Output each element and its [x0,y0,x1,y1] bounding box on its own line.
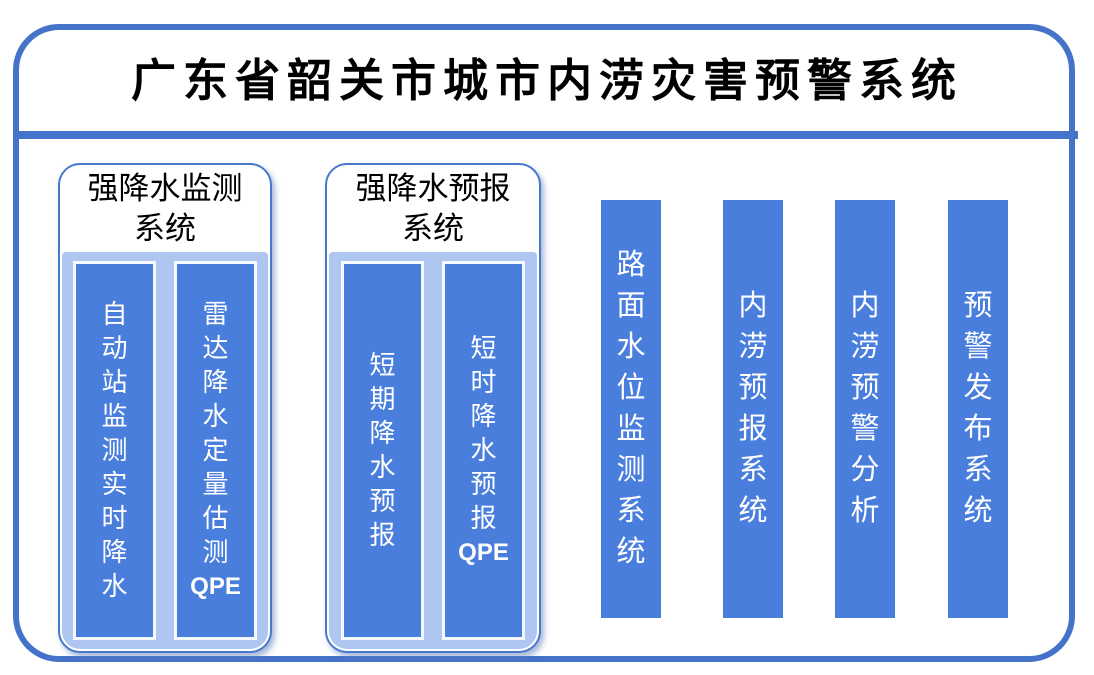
group-box-rainfall-forecast: 强降水预报 系统 短期降水预报 短时降水预报 QPE [325,163,541,653]
bar-label: 短时降水预报 [470,333,497,533]
group-body-rainfall-monitoring: 自动站监测实时降水 雷达降水定量估测 QPE [62,252,268,649]
bar-label-suffix: QPE [458,538,509,566]
bar-warning-release-system: 预警发布系统 [948,200,1008,618]
outer-frame [13,24,1075,662]
bar-label: 自动站监测实时降水 [101,299,128,601]
group-title-rainfall-monitoring: 强降水监测 系统 [60,169,270,249]
bar-label: 预警发布系统 [963,290,993,527]
bar-nowcast-rain-forecast-qpe: 短时降水预报 QPE [442,261,525,640]
bar-label: 短期降水预报 [369,350,396,550]
bar-label: 内涝预报系统 [738,290,768,527]
bar-waterlogging-warning-analysis: 内涝预警分析 [835,200,895,618]
group-body-rainfall-forecast: 短期降水预报 短时降水预报 QPE [329,252,537,649]
bar-label: 路面水位监测系统 [616,249,646,568]
group-box-rainfall-monitoring: 强降水监测 系统 自动站监测实时降水 雷达降水定量估测 QPE [58,163,272,653]
group-title-line: 强降水预报 [355,171,511,206]
page-title: 广东省韶关市城市内涝灾害预警系统 [130,55,963,106]
bar-label: 雷达降水定量估测 [202,299,229,567]
bar-auto-station-realtime-rain: 自动站监测实时降水 [73,261,156,640]
bar-road-water-level-monitoring: 路面水位监测系统 [601,200,661,618]
bar-label-suffix: QPE [190,572,241,600]
group-title-rainfall-forecast: 强降水预报 系统 [327,169,539,249]
bar-radar-rain-estimation-qpe: 雷达降水定量估测 QPE [174,261,257,640]
bar-label: 内涝预警分析 [850,290,880,527]
group-title-line: 系统 [134,211,196,246]
group-title-line: 系统 [402,211,464,246]
bar-waterlogging-forecast-system: 内涝预报系统 [723,200,783,618]
bar-short-term-rain-forecast: 短期降水预报 [341,261,424,640]
title-separator-line [16,131,1078,139]
group-title-line: 强降水监测 [87,171,243,206]
